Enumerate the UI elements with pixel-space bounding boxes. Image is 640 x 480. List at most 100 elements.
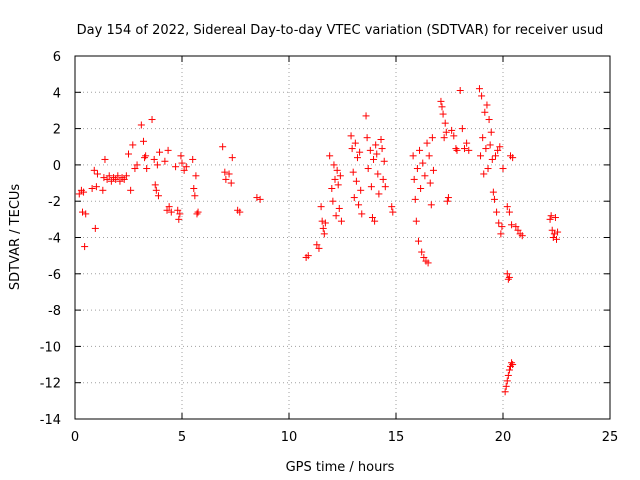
data-point [362,112,370,120]
data-point [313,241,321,249]
data-point [347,132,355,140]
data-point [337,217,345,225]
x-tick-label: 0 [71,430,79,445]
data-point [92,183,100,191]
data-point [88,184,96,192]
data-point [444,194,452,202]
data-point [475,85,483,93]
data-point [328,184,336,192]
data-point [333,166,341,174]
data-point [498,223,506,231]
data-point [463,139,471,147]
data-point [485,116,493,124]
data-point [139,137,147,145]
data-point [116,177,124,185]
data-point [348,145,356,153]
data-point [81,243,89,251]
chart-title: Day 154 of 2022, Sidereal Day-to-day VTE… [77,23,604,38]
data-point [107,177,115,185]
data-point [156,148,164,156]
x-tick-label: 15 [388,430,405,445]
data-point [547,212,555,220]
data-point [479,134,487,142]
data-point [480,170,488,178]
data-point [256,195,264,203]
data-point [450,132,458,140]
data-point [143,165,151,173]
data-point [90,166,98,174]
y-tick-label: 2 [53,123,61,138]
data-point [375,190,383,198]
data-point [351,139,359,147]
data-point [225,170,233,178]
data-point [151,181,159,189]
data-point [410,175,418,183]
data-point [417,184,425,192]
data-point [175,215,183,223]
y-axis-label: SDTVAR / TECUs [8,184,23,291]
data-point [488,155,496,163]
data-point [80,188,88,196]
data-point [553,235,560,243]
data-point [425,152,433,160]
data-point [512,223,520,231]
y-tick-label: -14 [40,413,61,428]
data-point [495,219,503,227]
data-point [331,175,339,183]
data-point [141,154,149,162]
data-point [424,259,432,267]
data-point [319,224,327,232]
data-point [550,230,558,238]
data-point [172,163,180,171]
data-point [368,214,376,222]
data-point [389,208,397,216]
data-point [194,208,202,216]
data-point [353,154,361,162]
data-point [505,273,513,281]
data-point [221,168,229,176]
data-point [148,116,156,124]
data-point [503,270,511,278]
data-point [421,172,429,180]
data-point [370,155,378,163]
data-point [481,108,489,116]
data-point [191,192,199,200]
data-point [418,248,426,256]
y-tick-label: -12 [40,377,61,392]
data-point [350,194,358,202]
data-point [486,141,494,149]
data-point [489,188,497,196]
data-point [222,175,230,183]
data-point [497,230,505,238]
data-point [364,165,372,173]
data-point [120,175,128,183]
x-tick-label: 5 [178,430,186,445]
data-point [164,146,172,154]
data-point [358,210,366,218]
data-point [477,152,485,160]
data-point [503,203,511,211]
data-point [414,237,422,245]
data-point [122,172,130,180]
data-point [349,168,357,176]
data-point [504,371,512,379]
data-point [91,224,99,232]
x-axis-label: GPS time / hours [286,460,395,475]
data-point [373,150,381,158]
data-point [377,135,385,143]
data-point [411,195,419,203]
data-point [178,159,186,167]
data-point [453,146,461,154]
data-point [153,161,161,169]
data-point [137,121,145,129]
data-point [484,165,492,173]
data-point [330,161,338,169]
data-point [112,175,120,183]
data-point [99,186,107,194]
data-point [438,103,446,111]
data-point [320,230,328,238]
data-point [355,201,363,209]
data-point [442,128,450,136]
data-point [317,203,325,211]
